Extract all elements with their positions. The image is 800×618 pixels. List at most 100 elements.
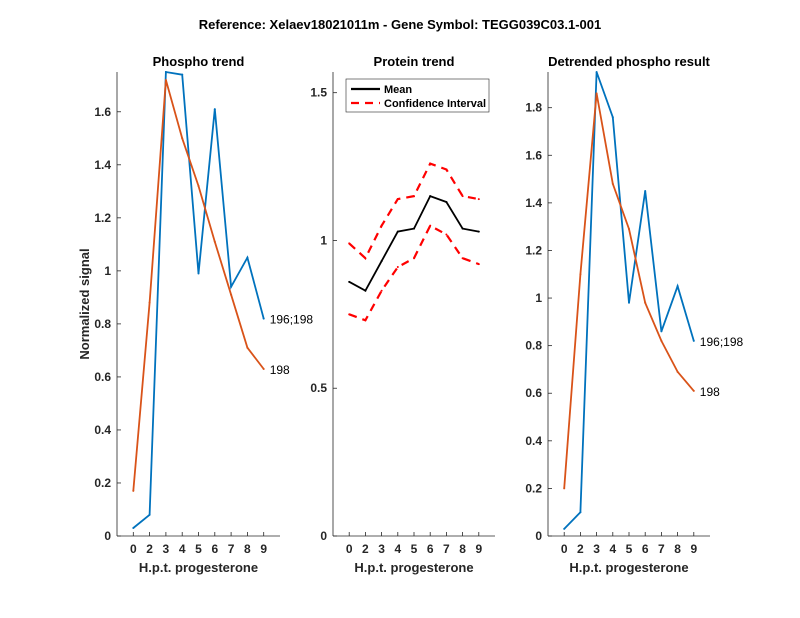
data-point bbox=[396, 266, 399, 269]
series-end-label: 198 bbox=[270, 363, 290, 377]
x-tick-label: 2 bbox=[146, 542, 153, 556]
x-tick-label: 9 bbox=[260, 542, 267, 556]
x-tick-label: 4 bbox=[179, 542, 186, 556]
data-point bbox=[364, 319, 367, 322]
data-point bbox=[181, 137, 184, 140]
data-point bbox=[364, 257, 367, 260]
data-point bbox=[396, 198, 399, 201]
y-tick-label: 0.4 bbox=[525, 434, 542, 448]
x-tick-label: 7 bbox=[658, 542, 665, 556]
x-axis-label: H.p.t. progesterone bbox=[354, 560, 473, 575]
x-tick-label: 6 bbox=[427, 542, 434, 556]
data-point bbox=[579, 511, 582, 514]
data-point bbox=[595, 92, 598, 95]
data-point bbox=[477, 230, 480, 233]
data-point bbox=[132, 489, 135, 492]
x-tick-label: 6 bbox=[211, 542, 218, 556]
data-point bbox=[445, 168, 448, 171]
series-line-1 bbox=[348, 194, 479, 292]
data-point bbox=[246, 256, 249, 259]
x-tick-label: 0 bbox=[561, 542, 568, 556]
data-point bbox=[348, 280, 351, 283]
series-line-3 bbox=[348, 224, 480, 322]
y-tick-label: 0 bbox=[535, 529, 542, 543]
data-point bbox=[348, 313, 351, 316]
data-point bbox=[132, 527, 135, 530]
panel-3: Detrended phospho result 0 0.2 0.4 0.6 0.8 1 1.… bbox=[525, 54, 743, 575]
data-point bbox=[445, 233, 448, 236]
data-point bbox=[611, 116, 614, 119]
data-point bbox=[413, 257, 415, 260]
data-point bbox=[429, 195, 432, 198]
y-tick-label: 1 bbox=[320, 233, 327, 247]
x-axis-label: H.p.t. progesterone bbox=[569, 560, 688, 575]
data-point bbox=[348, 242, 351, 245]
series-line-2 bbox=[348, 162, 480, 260]
x-tick-label: 9 bbox=[690, 542, 697, 556]
y-tick-label: 0.6 bbox=[94, 370, 111, 384]
x-tick-label: 8 bbox=[674, 542, 681, 556]
y-tick-label: 0.8 bbox=[525, 339, 542, 353]
x-tick-label: 7 bbox=[228, 542, 235, 556]
data-point bbox=[413, 195, 415, 198]
y-tick-label: 1 bbox=[535, 291, 542, 305]
data-point bbox=[230, 293, 233, 296]
y-tick-label: 0.6 bbox=[525, 386, 542, 400]
y-tick-label: 1.6 bbox=[94, 105, 111, 119]
legend-label: Confidence Interval bbox=[384, 98, 486, 110]
x-tick-label: 3 bbox=[163, 542, 170, 556]
x-tick-label: 2 bbox=[577, 542, 584, 556]
data-point bbox=[628, 228, 630, 231]
panel-title: Protein trend bbox=[374, 54, 455, 69]
data-point bbox=[380, 289, 383, 292]
x-tick-label: 8 bbox=[244, 542, 251, 556]
y-tick-label: 0.2 bbox=[525, 481, 542, 495]
data-point bbox=[246, 346, 249, 349]
data-point bbox=[461, 257, 464, 260]
x-tick-label: 6 bbox=[642, 542, 649, 556]
data-point bbox=[644, 301, 647, 304]
legend-box bbox=[345, 78, 490, 113]
data-point bbox=[611, 182, 614, 185]
y-tick-label: 1.8 bbox=[525, 101, 542, 115]
data-point bbox=[148, 301, 151, 304]
data-point bbox=[429, 162, 432, 165]
data-point bbox=[579, 273, 582, 276]
x-tick-label: 5 bbox=[195, 542, 202, 556]
data-point bbox=[660, 330, 663, 333]
y-tick-label: 0.8 bbox=[94, 317, 111, 331]
y-tick-label: 1.6 bbox=[525, 148, 542, 162]
y-tick-label: 0.4 bbox=[94, 423, 111, 437]
y-tick-label: 1.4 bbox=[525, 196, 542, 210]
data-point bbox=[213, 108, 216, 111]
x-tick-label: 0 bbox=[346, 542, 353, 556]
data-point bbox=[262, 317, 265, 320]
x-tick-label: 0 bbox=[130, 542, 137, 556]
data-point bbox=[477, 263, 480, 266]
data-point bbox=[676, 370, 679, 373]
legend: Mean Confidence Interval bbox=[345, 78, 490, 113]
y-axis-label: Normalized signal bbox=[77, 248, 92, 359]
data-point bbox=[380, 224, 383, 227]
x-tick-label: 4 bbox=[609, 542, 616, 556]
data-point bbox=[262, 367, 265, 370]
figure-title: Reference: Xelaev18021011m - Gene Symbol… bbox=[199, 17, 602, 32]
x-tick-label: 5 bbox=[411, 542, 418, 556]
x-tick-label: 3 bbox=[593, 542, 600, 556]
y-tick-label: 1.4 bbox=[94, 158, 111, 172]
data-point bbox=[429, 224, 432, 227]
panel-title: Detrended phospho result bbox=[548, 54, 710, 69]
data-point bbox=[461, 227, 464, 230]
data-point bbox=[164, 71, 167, 73]
x-tick-label: 2 bbox=[362, 542, 369, 556]
data-point bbox=[595, 71, 598, 73]
data-point bbox=[692, 389, 695, 392]
y-tick-label: 0 bbox=[104, 529, 111, 543]
data-point bbox=[563, 487, 566, 490]
y-tick-label: 1 bbox=[104, 264, 111, 278]
x-tick-label: 8 bbox=[459, 542, 466, 556]
series-end-label: 196;198 bbox=[270, 313, 314, 327]
